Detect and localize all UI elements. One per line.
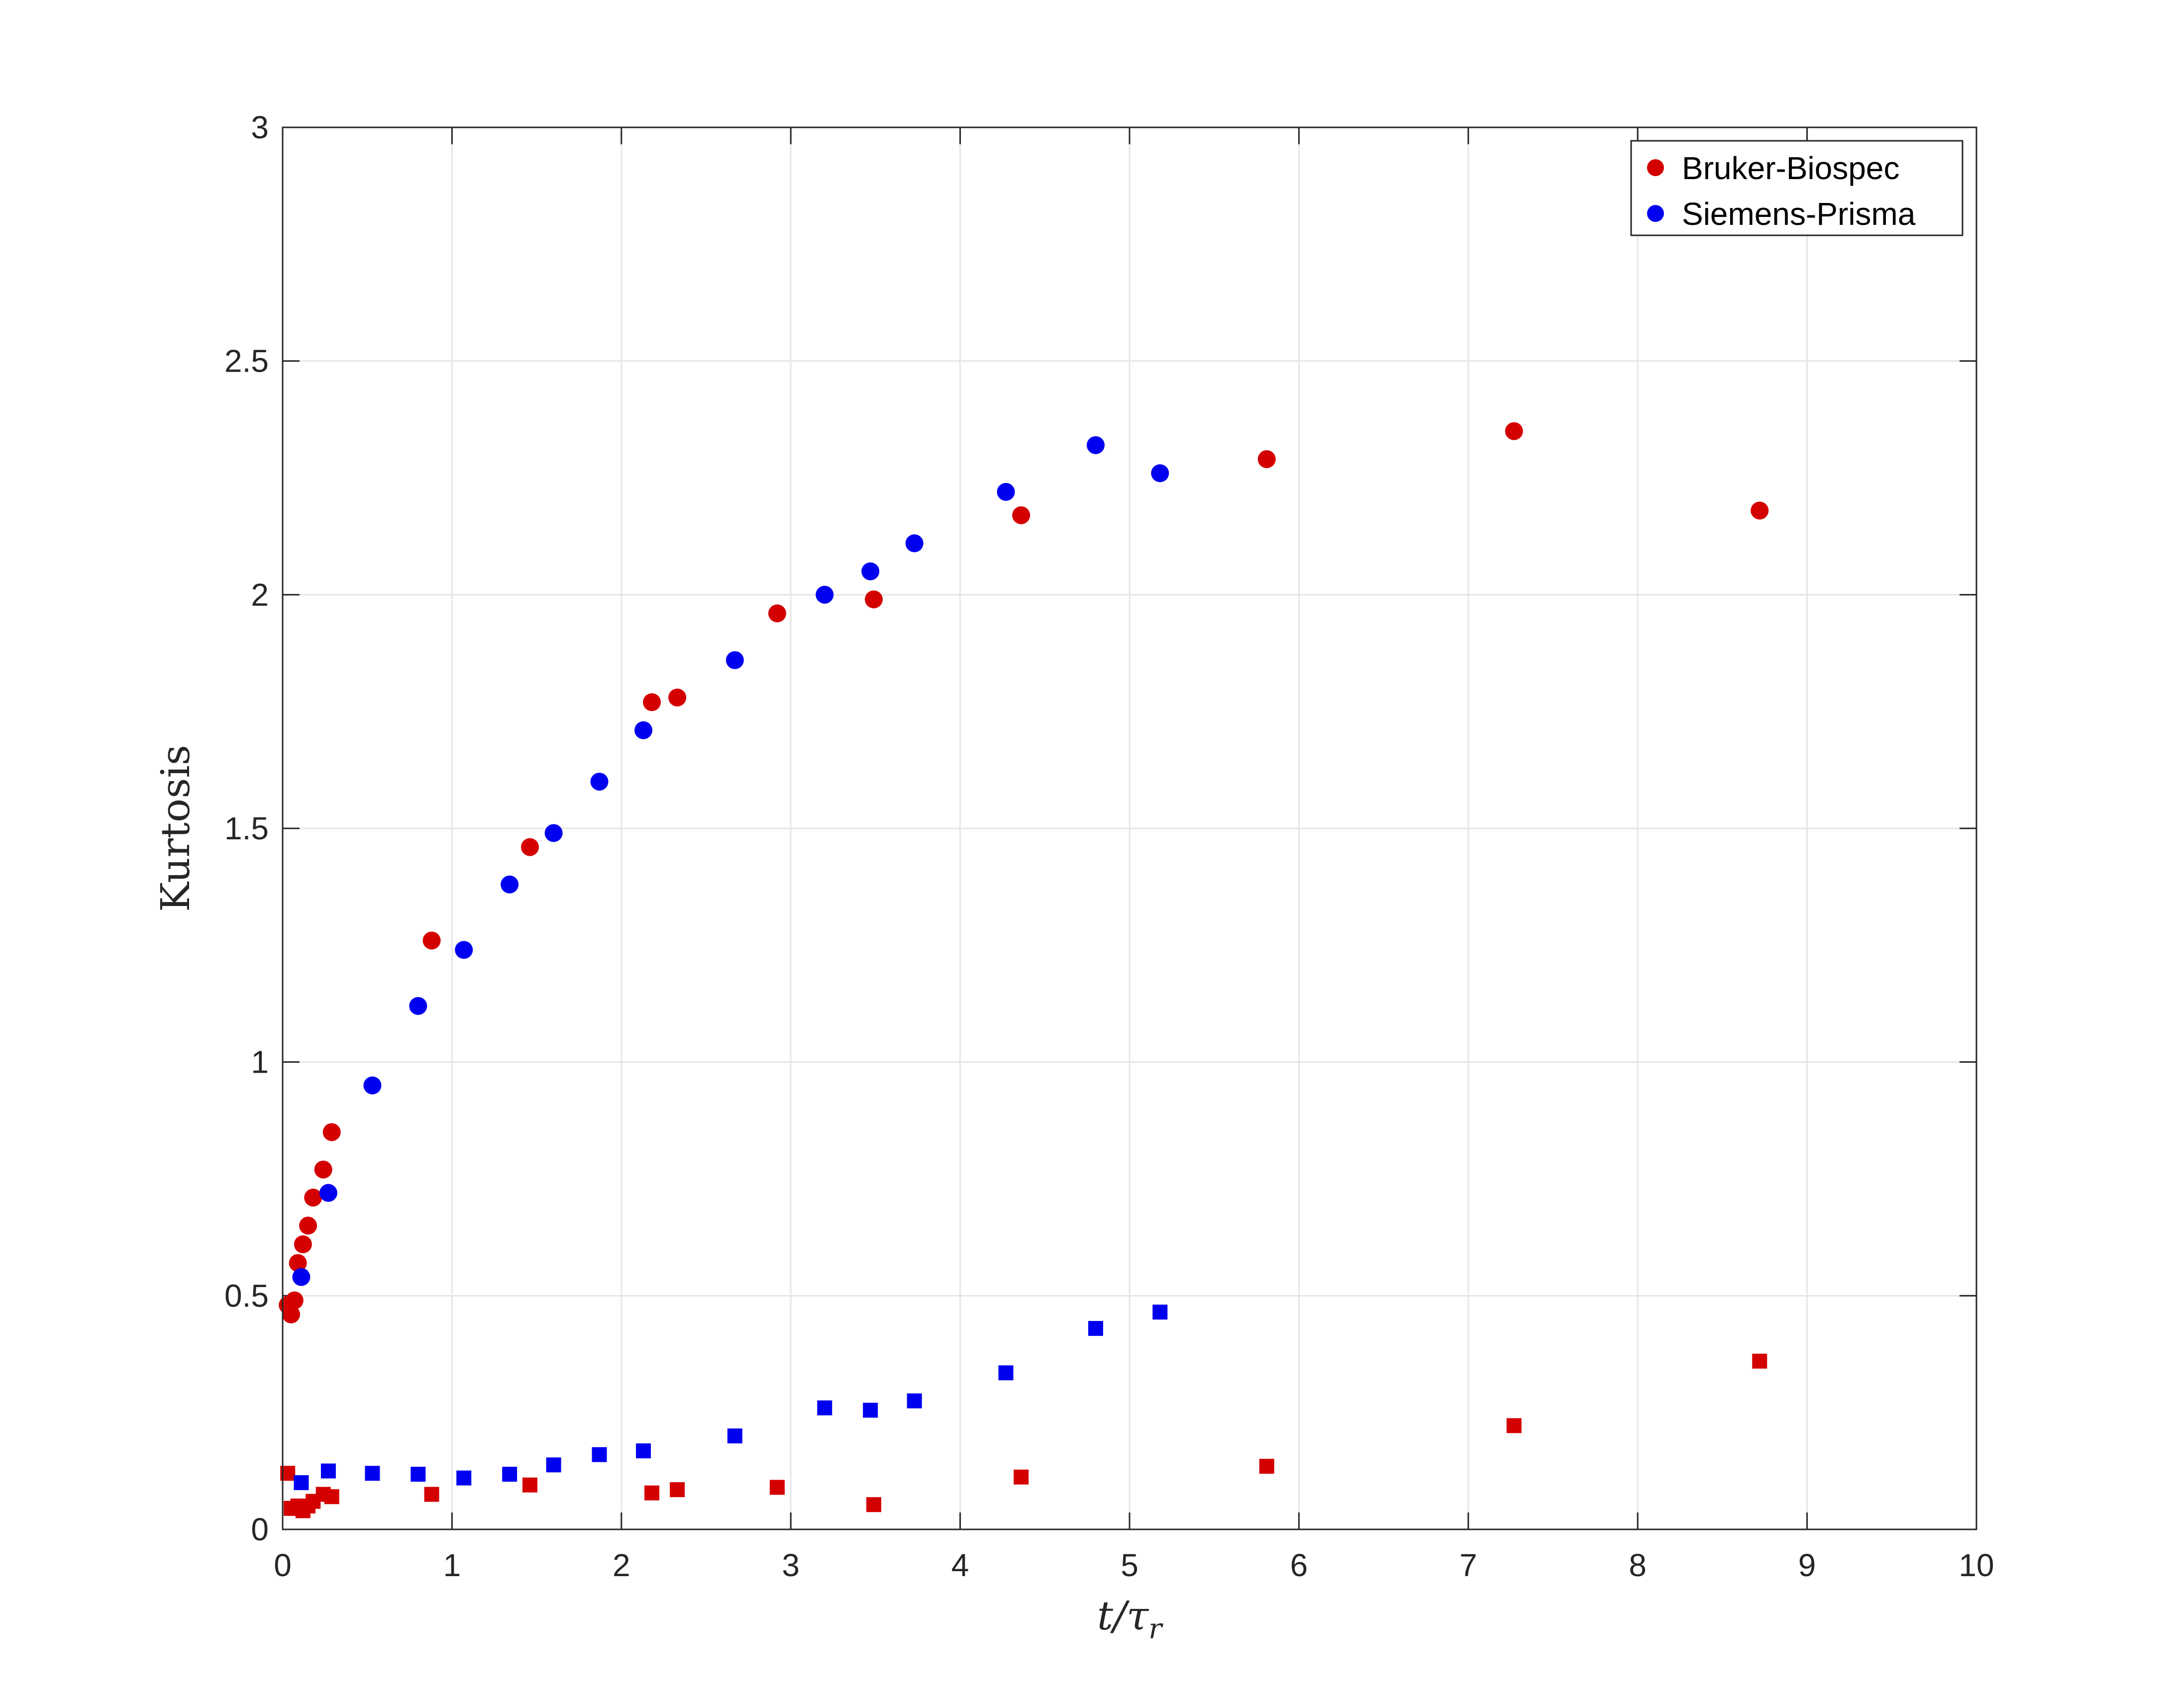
- y-tick-label: 2.5: [224, 343, 269, 379]
- x-tick-labels: 0 1 2 3 4 5 6 7 8 9 10: [274, 1547, 1994, 1583]
- data-point-circle: [864, 590, 883, 608]
- data-point-circle: [668, 688, 687, 706]
- data-point-circle: [1086, 436, 1105, 454]
- data-point-square: [522, 1477, 537, 1493]
- series-2-square-points: [280, 1353, 1767, 1518]
- data-point-circle: [422, 931, 441, 950]
- data-point-circle: [1505, 422, 1523, 440]
- data-point-circle: [544, 824, 563, 842]
- y-axis-label: Kurtosis: [152, 745, 199, 912]
- data-point-square: [817, 1400, 832, 1415]
- data-point-circle: [1257, 450, 1276, 468]
- data-point-circle: [322, 1123, 341, 1141]
- data-point-circle: [314, 1160, 332, 1179]
- data-point-square: [863, 1403, 878, 1418]
- x-tick-label: 3: [782, 1547, 800, 1583]
- data-point-circle: [905, 534, 924, 553]
- x-tick-label: 4: [951, 1547, 969, 1583]
- y-tick-label: 3: [251, 109, 269, 145]
- data-point-circle: [1151, 464, 1169, 483]
- data-point-square: [324, 1489, 339, 1505]
- grid: [283, 127, 1976, 1529]
- series-1-circle-points: [292, 436, 1169, 1286]
- data-point-square: [866, 1497, 881, 1512]
- data-point-square: [592, 1447, 607, 1462]
- data-point-circle: [363, 1076, 382, 1095]
- data-point-square: [670, 1482, 685, 1498]
- x-tick-label: 6: [1290, 1547, 1308, 1583]
- data-point-circle: [409, 997, 427, 1015]
- x-tick-label: 7: [1459, 1547, 1477, 1583]
- data-point-square: [1752, 1353, 1767, 1369]
- x-tick-label: 5: [1121, 1547, 1138, 1583]
- data-point-circle: [520, 838, 539, 856]
- y-tick-label: 1: [251, 1044, 269, 1080]
- data-point-square: [1088, 1321, 1103, 1336]
- x-tick-label: 8: [1629, 1547, 1647, 1583]
- x-tick-label: 9: [1798, 1547, 1816, 1583]
- data-point-circle: [285, 1291, 304, 1309]
- legend-marker-bruker: [1647, 159, 1664, 176]
- data-point-square: [546, 1457, 561, 1473]
- data-point-circle: [816, 586, 834, 604]
- data-point-square: [636, 1443, 651, 1459]
- data-points: [279, 422, 1769, 1518]
- data-point-square: [644, 1485, 660, 1501]
- legend-label-siemens: Siemens-Prisma: [1682, 196, 1916, 232]
- data-point-circle: [292, 1268, 310, 1286]
- data-point-square: [769, 1480, 785, 1495]
- data-point-square: [1259, 1459, 1274, 1474]
- data-point-square: [502, 1467, 517, 1482]
- data-point-circle: [282, 1305, 301, 1323]
- data-point-square: [411, 1467, 426, 1482]
- x-axis-label: t/τr: [1097, 1593, 1163, 1645]
- data-point-circle: [643, 693, 661, 711]
- data-point-circle: [1751, 502, 1769, 520]
- data-point-circle: [289, 1254, 307, 1272]
- legend-label-bruker: Bruker-Biospec: [1682, 150, 1900, 186]
- data-point-square: [727, 1428, 742, 1444]
- data-point-square: [294, 1475, 309, 1491]
- x-tick-label: 2: [613, 1547, 630, 1583]
- data-point-circle: [768, 604, 786, 622]
- series-0-circle-points: [279, 422, 1769, 1323]
- data-point-circle: [1012, 506, 1031, 524]
- x-tick-label: 1: [443, 1547, 461, 1583]
- data-point-circle: [725, 651, 744, 669]
- data-point-circle: [294, 1235, 312, 1254]
- series-3-square-points: [294, 1305, 1168, 1491]
- data-point-circle: [299, 1216, 317, 1235]
- x-tick-label: 0: [274, 1547, 292, 1583]
- y-tick-label: 2: [251, 577, 269, 612]
- axes-box: [282, 126, 1977, 1530]
- y-tick-label: 0: [251, 1511, 269, 1547]
- data-point-circle: [501, 875, 519, 894]
- x-tick-label: 10: [1959, 1547, 1994, 1583]
- data-point-circle: [455, 941, 473, 959]
- data-point-circle: [997, 483, 1015, 501]
- data-point-square: [456, 1470, 472, 1486]
- data-point-circle: [861, 562, 880, 581]
- data-point-circle: [304, 1189, 322, 1207]
- data-point-square: [998, 1365, 1014, 1381]
- legend-marker-siemens: [1647, 205, 1664, 222]
- data-point-circle: [634, 721, 653, 739]
- data-point-square: [1506, 1418, 1522, 1433]
- legend: Bruker-Biospec Siemens-Prisma: [1630, 140, 1964, 236]
- data-point-square: [320, 1463, 336, 1479]
- y-tick-label: 1.5: [224, 810, 269, 846]
- data-point-circle: [319, 1184, 337, 1202]
- data-point-square: [1152, 1305, 1168, 1320]
- data-point-circle: [590, 773, 609, 791]
- data-point-square: [365, 1466, 380, 1481]
- legend-box: [1630, 140, 1964, 236]
- data-point-square: [424, 1487, 439, 1502]
- y-tick-label: 0.5: [224, 1278, 269, 1313]
- data-point-square: [907, 1393, 922, 1408]
- y-tick-labels: 0 0.5 1 1.5 2 2.5 3: [224, 109, 269, 1547]
- data-point-square: [1014, 1469, 1029, 1485]
